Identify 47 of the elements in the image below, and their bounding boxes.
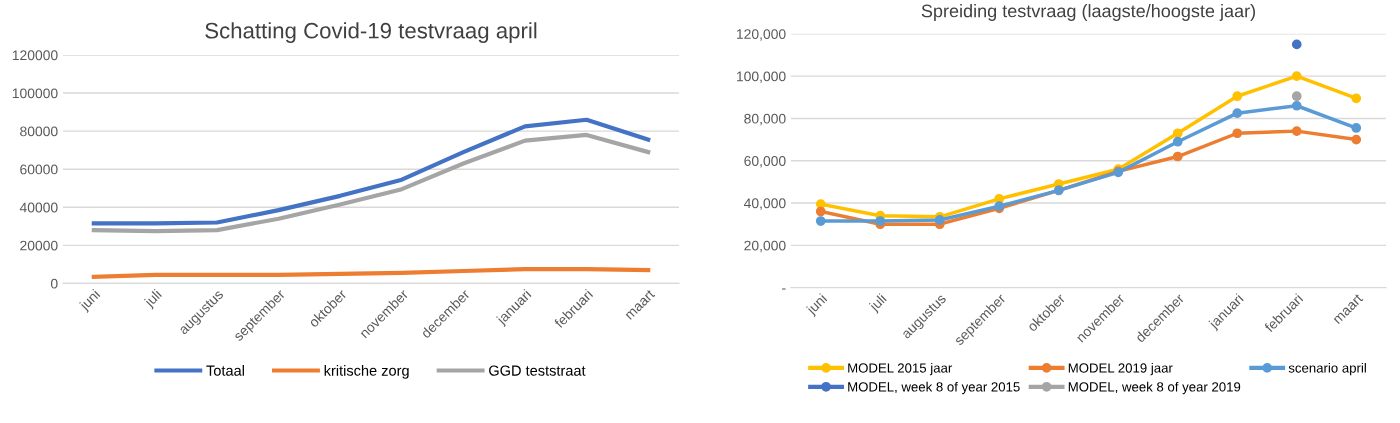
point bbox=[1291, 71, 1302, 82]
y-tick-label: 40000 bbox=[19, 202, 58, 213]
point bbox=[1291, 39, 1302, 50]
point bbox=[1232, 108, 1243, 119]
y-tick-label: 60000 bbox=[20, 164, 58, 175]
legend-label: kritische zorg bbox=[324, 365, 409, 379]
legend-label: MODEL 2015 jaar bbox=[848, 362, 953, 376]
y-tick-label: 120000 bbox=[12, 50, 58, 61]
line-series bbox=[91, 117, 651, 226]
y-tick-label: 20,000 bbox=[744, 240, 786, 253]
y-tick-label: 120,000 bbox=[737, 29, 786, 41]
legend-label: scenario april bbox=[1288, 362, 1366, 376]
point bbox=[815, 206, 826, 217]
legend-label: MODEL 2019 jaar bbox=[1068, 362, 1173, 376]
point bbox=[1351, 93, 1362, 104]
y-tick-label: 0 bbox=[50, 278, 58, 289]
y-tick-label: 80000 bbox=[20, 126, 58, 137]
chart-title: Spreiding testvraag (laagste/hoogste jaar) bbox=[921, 4, 1256, 21]
legend-label: GGD teststraat bbox=[489, 365, 586, 376]
point bbox=[1232, 128, 1243, 139]
line-series bbox=[91, 267, 651, 279]
point bbox=[815, 216, 826, 226]
legend-label: MODEL, week 8 of year 2019 bbox=[1068, 381, 1241, 395]
point bbox=[1172, 151, 1183, 162]
chart-title: Schatting Covid-19 testvraag april bbox=[205, 22, 537, 43]
point bbox=[1351, 123, 1362, 133]
line-series bbox=[91, 132, 651, 234]
legend-label: Totaal bbox=[206, 365, 244, 376]
point bbox=[1291, 126, 1302, 136]
point bbox=[1172, 136, 1183, 147]
y-tick-label: 100000 bbox=[12, 88, 58, 99]
point bbox=[934, 215, 945, 225]
point bbox=[1351, 134, 1362, 145]
x-tick-label: juli bbox=[143, 288, 164, 310]
y-tick-label: 60,000 bbox=[744, 156, 786, 168]
y-tick-label: 40,000 bbox=[743, 198, 786, 210]
legend-label: MODEL, week 8 of year 2015 bbox=[848, 381, 1020, 395]
y-tick-label: 100,000 bbox=[737, 71, 786, 83]
point bbox=[875, 216, 886, 226]
y-tick-label: - bbox=[782, 288, 786, 290]
point bbox=[1232, 91, 1243, 102]
point bbox=[1291, 91, 1302, 102]
point bbox=[1291, 100, 1302, 111]
x-tick-label: juli bbox=[868, 293, 889, 314]
y-tick-label: 80,000 bbox=[744, 113, 786, 126]
point bbox=[1172, 128, 1183, 139]
y-tick-label: 20000 bbox=[20, 240, 58, 251]
